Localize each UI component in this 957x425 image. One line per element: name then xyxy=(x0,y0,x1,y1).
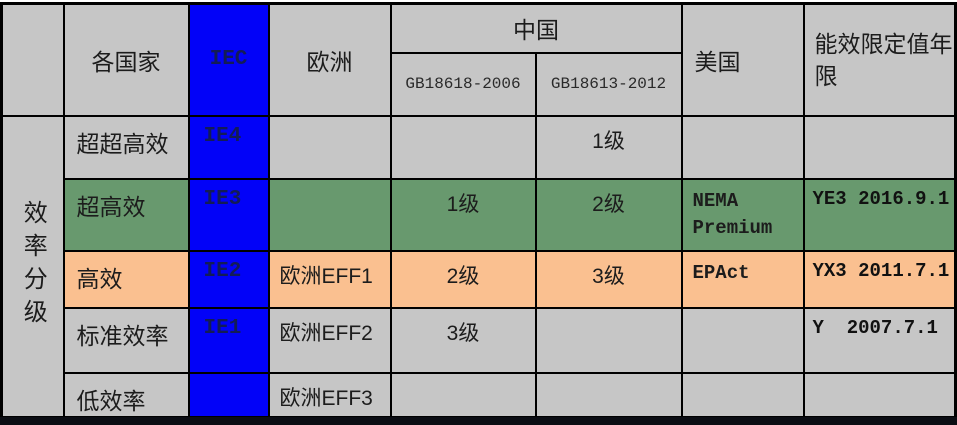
header-usa: 美国 xyxy=(680,2,805,117)
europe-cell xyxy=(267,177,392,252)
row-premium: 超高效 IE3 1级 2级 NEMA Premium YE3 2016.9.1 xyxy=(1,177,957,252)
header-china: 中国 xyxy=(389,2,683,54)
slide-bottom-edge xyxy=(0,417,957,425)
gb2006-cell: 2级 xyxy=(389,249,537,309)
gb2006-cell xyxy=(389,114,537,180)
row-super-premium: 效率分级 超超高效 IE4 1级 xyxy=(0,114,957,419)
gb2006-cell: 3级 xyxy=(389,306,537,374)
ie-grade-cell: IE3 xyxy=(187,177,270,252)
row-standard-efficiency: 标准效率 IE1 欧洲EFF2 3级 Y 2007.7.1 xyxy=(1,306,957,374)
row-label: 超高效 xyxy=(62,177,190,252)
europe-cell: 欧洲EFF2 xyxy=(267,306,392,374)
ie-grade-cell: IE4 xyxy=(187,114,270,180)
gb2012-cell xyxy=(534,371,683,419)
gb2006-cell: 1级 xyxy=(389,177,537,252)
usa-cell xyxy=(680,114,805,180)
europe-cell: 欧洲EFF3 xyxy=(267,371,392,419)
header-iec: IEC xyxy=(187,2,270,117)
header-limit-year: 能效限定值年限 xyxy=(802,2,957,117)
row-label: 低效率 xyxy=(62,371,190,419)
year-cell: YE3 2016.9.1 xyxy=(802,177,957,252)
corner-cell xyxy=(0,2,65,117)
header-europe: 欧洲 xyxy=(267,2,392,117)
ie-grade-cell: IE2 xyxy=(187,249,270,309)
year-cell xyxy=(802,371,957,419)
gb2012-cell xyxy=(534,306,683,374)
ie-grade-cell: IE1 xyxy=(187,306,270,374)
row-label: 超超高效 xyxy=(62,114,190,180)
side-label-cell: 效率分级 xyxy=(0,114,65,419)
gb2012-cell: 1级 xyxy=(534,114,683,180)
gb2006-cell xyxy=(389,371,537,419)
side-label-text: 效率分级 xyxy=(19,200,47,333)
europe-cell xyxy=(267,114,392,180)
gb2012-cell: 3级 xyxy=(534,249,683,309)
usa-cell: EPAct xyxy=(680,249,805,309)
header-gb18613-2012: GB18613-2012 xyxy=(534,51,683,117)
ie-grade-cell xyxy=(187,371,270,419)
year-cell: Y 2007.7.1 xyxy=(802,306,957,374)
header-countries: 各国家 xyxy=(62,2,190,117)
header-gb18618-2006: GB18618-2006 xyxy=(389,51,537,117)
row-label: 高效 xyxy=(62,249,190,309)
gb2012-cell: 2级 xyxy=(534,177,683,252)
year-cell: YX3 2011.7.1 xyxy=(802,249,957,309)
row-label: 标准效率 xyxy=(62,306,190,374)
usa-cell: NEMA Premium xyxy=(680,177,805,252)
row-high-efficiency: 高效 IE2 欧洲EFF1 2级 3级 EPAct YX3 2011.7.1 xyxy=(1,249,957,309)
europe-cell: 欧洲EFF1 xyxy=(267,249,392,309)
row-low-efficiency: 低效率 欧洲EFF3 xyxy=(1,371,957,419)
usa-cell xyxy=(680,306,805,374)
year-cell xyxy=(802,114,957,180)
usa-cell xyxy=(680,371,805,419)
